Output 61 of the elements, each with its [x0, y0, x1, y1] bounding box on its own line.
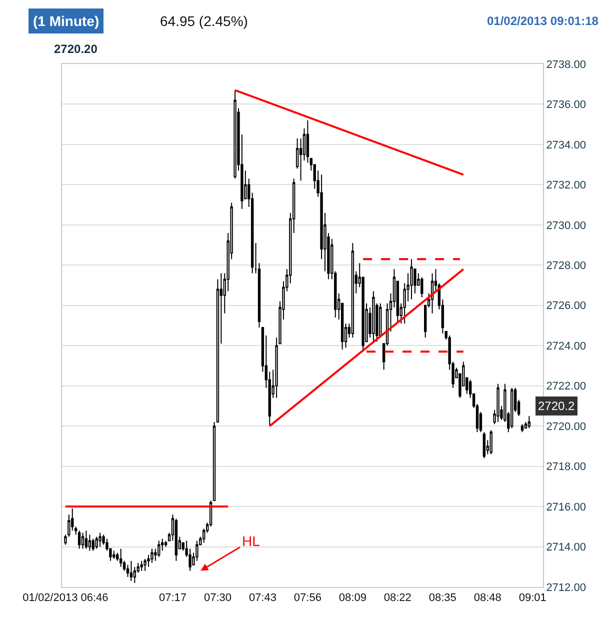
y-tick-label: 2716.00: [546, 501, 586, 514]
candlestick: [95, 536, 98, 550]
annotation: HL: [242, 533, 260, 549]
x-tick-label: 07:43: [248, 592, 276, 604]
x-tick-label: 08:35: [428, 592, 456, 604]
y-tick-label: 2734.00: [546, 139, 586, 152]
x-tick-label: 08:22: [384, 592, 412, 604]
candlestick: [372, 290, 375, 342]
candlestick: [140, 560, 143, 572]
candlestick: [150, 548, 154, 564]
x-tick-label: 07:30: [204, 592, 232, 604]
chart-title: (1 Minute): [33, 13, 100, 29]
candlestick: [158, 540, 160, 558]
y-tick-label: 2724.00: [546, 340, 586, 352]
candlestick: [379, 302, 382, 338]
y-tick-label: 2730.00: [546, 220, 586, 232]
candlestick: [88, 534, 92, 552]
y-tick-label: 2712.00: [546, 582, 586, 594]
candlestick: [119, 548, 122, 568]
x-tick-label: 08:48: [474, 592, 502, 604]
y-tick-label: 2738.00: [546, 58, 586, 71]
candlestick: [420, 276, 424, 298]
candlestick: [84, 530, 88, 550]
candlestick: [92, 538, 94, 552]
y-tick-label: 2736.00: [546, 99, 586, 112]
candlestick: [430, 272, 434, 314]
x-tick-label: 01/02/2013 06:46: [22, 592, 108, 604]
candlestick: [520, 424, 524, 433]
y-tick-label: 2728.00: [546, 260, 586, 272]
y-tick-label: 2714.00: [546, 542, 586, 554]
candlestick: [510, 387, 514, 429]
y-tick-label: 2722.00: [546, 380, 586, 393]
candlestick: [528, 416, 531, 429]
candlestick: [78, 530, 81, 550]
chart-subtitle: 64.95 (2.45%): [160, 13, 248, 29]
candlestick: [174, 518, 178, 562]
y-tick-label: 2732.00: [546, 180, 586, 192]
candlestick: [81, 532, 84, 550]
x-tick-label: 08:09: [338, 592, 366, 604]
text: 2720.20: [54, 42, 98, 56]
annotation: 2720.2: [538, 399, 576, 413]
y-tick-label: 2718.00: [546, 461, 586, 474]
candlestick: [196, 540, 198, 562]
candlestick: [496, 383, 500, 423]
y-tick-label: 2720.00: [546, 420, 586, 433]
x-tick-label: 09:01: [518, 592, 546, 604]
x-tick-label: 07:56: [294, 592, 322, 604]
candlestick: [234, 90, 236, 180]
x-tick-label: 07:17: [158, 592, 186, 604]
candlestick: [130, 560, 133, 582]
candlestick: [410, 258, 413, 300]
text: 01/02/2013 09:01:18: [487, 14, 599, 28]
candlestick: [351, 242, 354, 338]
candlestick: [306, 120, 310, 164]
candlestick: [482, 432, 486, 459]
y-tick-label: 2726.00: [546, 300, 586, 312]
candlestick: [490, 430, 492, 455]
candlestick: [126, 564, 130, 578]
candlestick: [144, 558, 146, 572]
candlestick: [112, 550, 116, 560]
candlestick: [98, 532, 102, 548]
